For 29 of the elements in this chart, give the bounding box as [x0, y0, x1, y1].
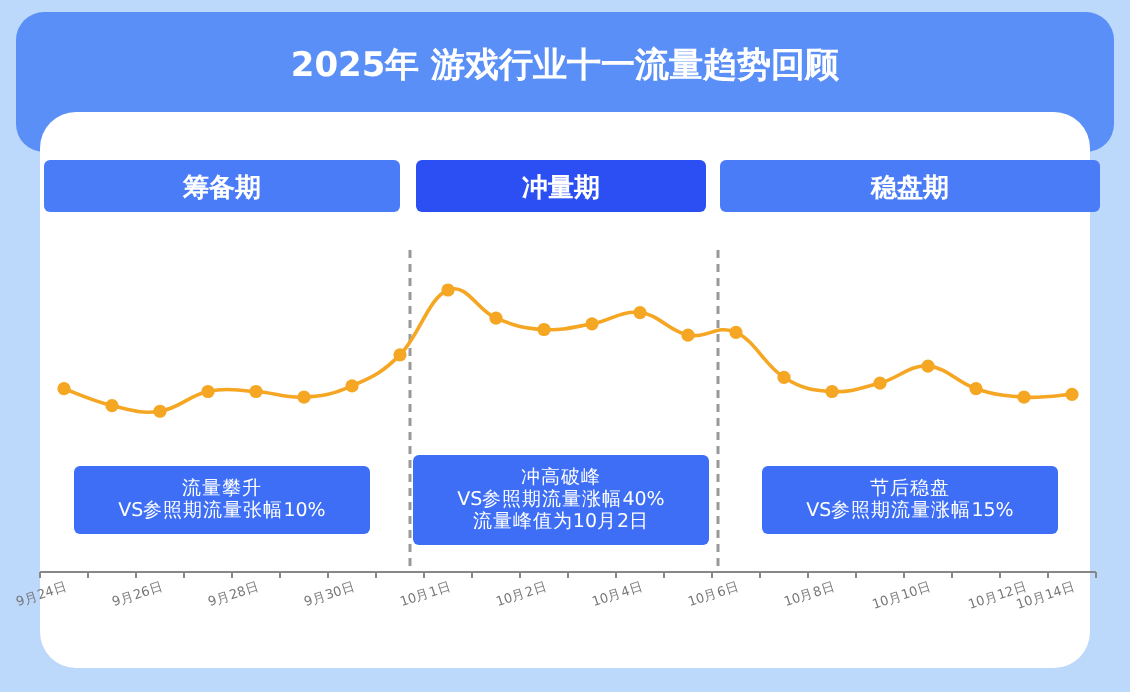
- point: [1017, 390, 1031, 404]
- text: 筹备期: [181, 174, 261, 204]
- point: [633, 305, 647, 320]
- point: [777, 370, 791, 385]
- point: [825, 384, 839, 399]
- annotation: 冲高破峰 VS参照期流量涨幅40% 流量峰值为10月2日: [457, 465, 665, 533]
- text: 稳盘期: [869, 174, 949, 204]
- point: [729, 325, 743, 339]
- point: [57, 382, 71, 396]
- point: [681, 328, 695, 342]
- point: [1065, 387, 1079, 401]
- point: [585, 317, 599, 331]
- annotation: 节后稳盘 VS参照期流量涨幅15%: [806, 476, 1014, 522]
- point: [969, 382, 983, 396]
- chart-title: 2025年 游戏行业十一流量趋势回顾: [290, 46, 842, 86]
- point: [537, 322, 551, 337]
- point: [441, 283, 455, 297]
- text: 冲量期: [522, 174, 600, 204]
- point: [873, 376, 887, 390]
- point: [393, 348, 407, 362]
- point: [297, 390, 311, 404]
- point: [921, 359, 935, 373]
- point: [153, 404, 167, 418]
- point: [105, 399, 119, 413]
- annotation: 流量攀升 VS参照期流量张幅10%: [118, 476, 326, 522]
- point: [345, 379, 359, 393]
- point: [249, 384, 263, 399]
- point: [489, 311, 503, 325]
- point: [201, 384, 215, 399]
